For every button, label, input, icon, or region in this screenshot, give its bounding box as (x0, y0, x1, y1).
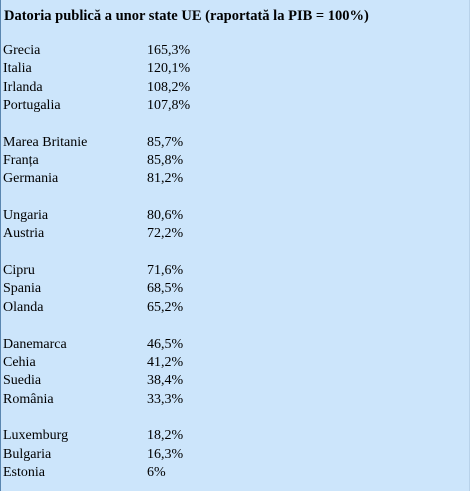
country: Danemarca (3, 336, 67, 352)
country: Austria (3, 226, 45, 242)
row: Cehia 41,2% (3, 354, 463, 372)
row: Cipru 71,6% (3, 262, 463, 280)
value: 38,4% (147, 373, 184, 389)
value: 120,1% (147, 61, 191, 77)
country: Grecia (3, 43, 41, 58)
country: Bulgaria (3, 446, 52, 462)
value: 72,2% (147, 226, 184, 242)
value: 85,8% (147, 153, 184, 169)
row-group: Ungaria 80,6% Austria 72,2% (3, 207, 463, 244)
value: 6% (147, 464, 166, 480)
country: Luxemburg (3, 428, 69, 444)
row-group: Marea Britanie 85,7% Franța 85,8% Germania 81… (3, 134, 463, 189)
row: Suedia 38,4% (3, 372, 463, 390)
country: Italia (3, 61, 32, 77)
country: Spania (3, 281, 42, 297)
value: 108,2% (147, 79, 191, 95)
country: Franța (3, 153, 39, 169)
value: 18,2% (147, 428, 184, 444)
country: Portugalia (3, 98, 61, 114)
value: 65,2% (147, 299, 184, 315)
value: 107,8% (147, 98, 191, 114)
value: 80,6% (147, 208, 184, 224)
country: Irlanda (3, 79, 43, 95)
row: România 33,3% (3, 391, 463, 409)
value: 165,3% (147, 43, 191, 58)
row: Italia 120,1% (3, 60, 463, 78)
value: 16,3% (147, 446, 184, 462)
country: Olanda (3, 299, 44, 315)
row: Bulgaria 16,3% (3, 446, 463, 464)
row-group: Danemarca 46,5% Cehia 41,2% Suedia 38,4% Român… (3, 336, 463, 409)
table: Grecia 165,3% Italia 120,1% Irlanda 108,2% Por… (3, 42, 463, 501)
row-group: Grecia 165,3% Italia 120,1% Irlanda 108,2% Por… (3, 42, 463, 115)
country: România (3, 391, 54, 407)
country: Suedia (3, 373, 42, 389)
row: Franța 85,8% (3, 152, 463, 170)
country: Cehia (3, 354, 36, 370)
value: 68,5% (147, 281, 184, 297)
value: 46,5% (147, 336, 184, 352)
value: 41,2% (147, 354, 184, 370)
row: Ungaria 80,6% (3, 207, 463, 225)
row: Irlanda 108,2% (3, 79, 463, 97)
country: Ungaria (3, 208, 49, 224)
row-group: Luxemburg 18,2% Bulgaria 16,3% Estonia 6% (3, 427, 463, 482)
row: Danemarca 46,5% (3, 336, 463, 354)
value: 85,7% (147, 134, 184, 150)
row: Austria 72,2% (3, 225, 463, 243)
value: 33,3% (147, 391, 184, 407)
row: Spania 68,5% (3, 280, 463, 298)
row: Olanda 65,2% (3, 299, 463, 317)
country: Estonia (3, 464, 45, 480)
value: 71,6% (147, 263, 184, 279)
title: Datoria publică a unor state UE (raporta… (4, 8, 369, 24)
row: Estonia 6% (3, 464, 463, 482)
country: Cipru (3, 263, 35, 279)
row: Germania 81,2% (3, 170, 463, 188)
country: Germania (3, 171, 59, 187)
country: Marea Britanie (3, 134, 88, 150)
row: Luxemburg 18,2% (3, 427, 463, 445)
row: Marea Britanie 85,7% (3, 134, 463, 152)
row-group: Cipru 71,6% Spania 68,5% Olanda 65,2% (3, 262, 463, 317)
value: 81,2% (147, 171, 184, 187)
row: Grecia 165,3% (3, 42, 463, 60)
row: Portugalia 107,8% (3, 97, 463, 115)
